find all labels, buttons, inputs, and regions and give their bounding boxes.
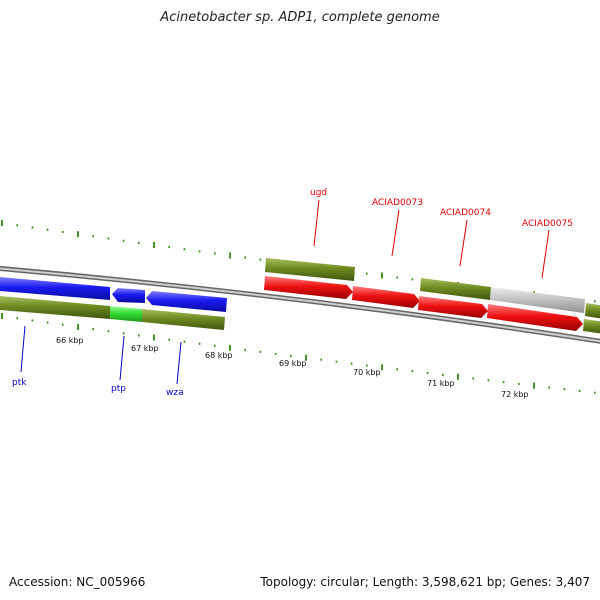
gene-ptp-reverse[interactable] bbox=[112, 288, 145, 303]
leader-ptp bbox=[119, 335, 125, 381]
gene-aciad0075-forward-1[interactable] bbox=[418, 296, 488, 318]
label-aciad0075[interactable]: ACIAD0075 bbox=[522, 219, 573, 229]
label-ptp[interactable]: ptp bbox=[111, 384, 126, 394]
kbp-label-71: 71 kbp bbox=[427, 379, 455, 388]
gene-ptk-block[interactable] bbox=[0, 277, 110, 300]
gene-aciad0073-forward[interactable] bbox=[264, 276, 353, 299]
leader-aciad0074 bbox=[459, 219, 468, 267]
leader-aciad0075 bbox=[541, 229, 550, 279]
kbp-label-72: 72 kbp bbox=[501, 390, 529, 399]
gene-aciad0075-forward-2[interactable] bbox=[487, 304, 583, 331]
genome-backbone-highlight bbox=[0, 267, 600, 343]
label-ugd[interactable]: ugd bbox=[310, 188, 327, 198]
gene-ugd-forward[interactable] bbox=[265, 258, 355, 281]
gene-olive-0074[interactable] bbox=[420, 278, 491, 300]
kbp-label-69: 69 kbp bbox=[279, 359, 307, 368]
leader-ptk bbox=[20, 325, 26, 373]
leader-wza bbox=[176, 341, 182, 385]
gene-aciad0074-forward[interactable] bbox=[352, 286, 420, 308]
label-aciad0074[interactable]: ACIAD0074 bbox=[440, 208, 491, 218]
gene-olive-edge[interactable] bbox=[585, 303, 600, 319]
genome-title: Acinetobacter sp. ADP1, complete genome bbox=[160, 10, 440, 25]
kbp-label-68: 68 kbp bbox=[205, 351, 233, 360]
gene-gray-0074[interactable] bbox=[490, 287, 585, 313]
gene-olive-edge-2[interactable] bbox=[583, 319, 600, 334]
label-wza[interactable]: wza bbox=[166, 388, 184, 398]
gene-wza-reverse[interactable] bbox=[146, 291, 227, 312]
accession-text: Accession: NC_005966 bbox=[9, 575, 146, 589]
leader-aciad0073 bbox=[391, 209, 400, 257]
kbp-label-70: 70 kbp bbox=[353, 368, 381, 377]
gene-wza-olive[interactable] bbox=[142, 309, 225, 330]
kbp-label-67: 67 kbp bbox=[131, 344, 159, 353]
genome-stats-text: Topology: circular; Length: 3,598,621 bp… bbox=[260, 575, 590, 589]
label-ptk[interactable]: ptk bbox=[12, 378, 27, 388]
gene-olive-lower-left[interactable] bbox=[0, 296, 110, 319]
kbp-label-66: 66 kbp bbox=[56, 336, 84, 345]
leader-ugd bbox=[313, 199, 320, 247]
gene-ptp-green[interactable] bbox=[110, 306, 142, 322]
lower-tick-track bbox=[1, 313, 596, 394]
label-aciad0073[interactable]: ACIAD0073 bbox=[372, 198, 423, 208]
